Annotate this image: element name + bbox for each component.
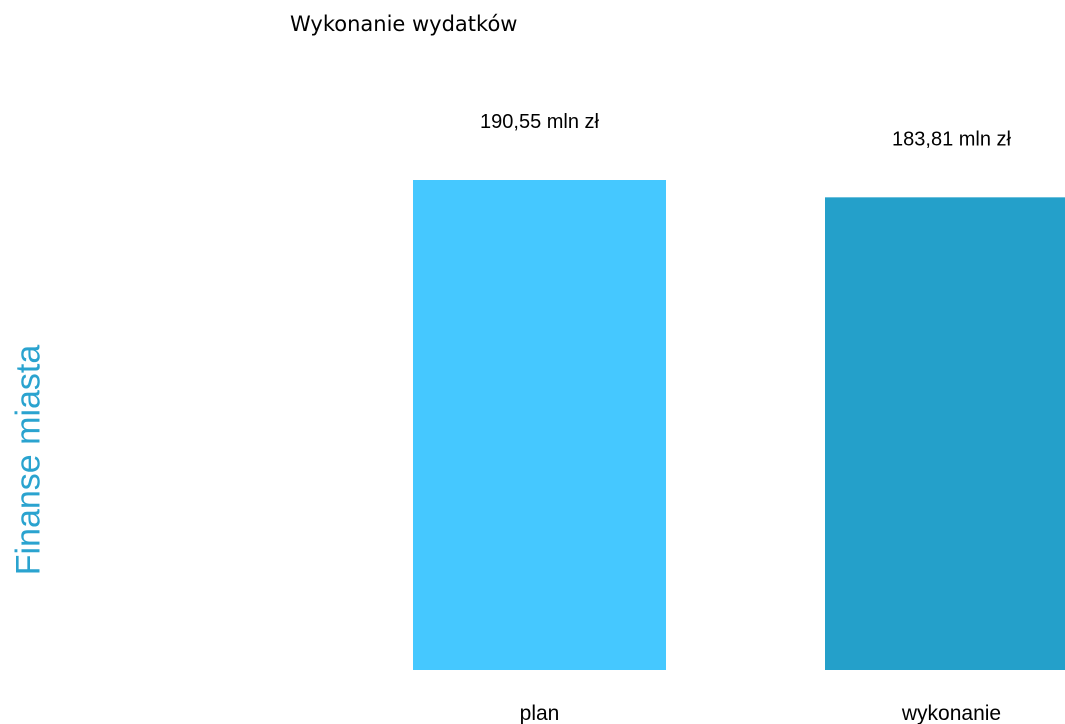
category-label-plan: plan xyxy=(520,702,560,724)
value-label-wykonanie: 183,81 mln zł xyxy=(892,128,1012,150)
value-label-plan: 190,55 mln zł xyxy=(480,111,600,133)
bar-plan xyxy=(413,180,666,670)
category-label-wykonanie: wykonanie xyxy=(901,702,1001,724)
bar-wykonanie xyxy=(825,197,1065,670)
chart-title: Wykonanie wydatków xyxy=(290,12,518,36)
